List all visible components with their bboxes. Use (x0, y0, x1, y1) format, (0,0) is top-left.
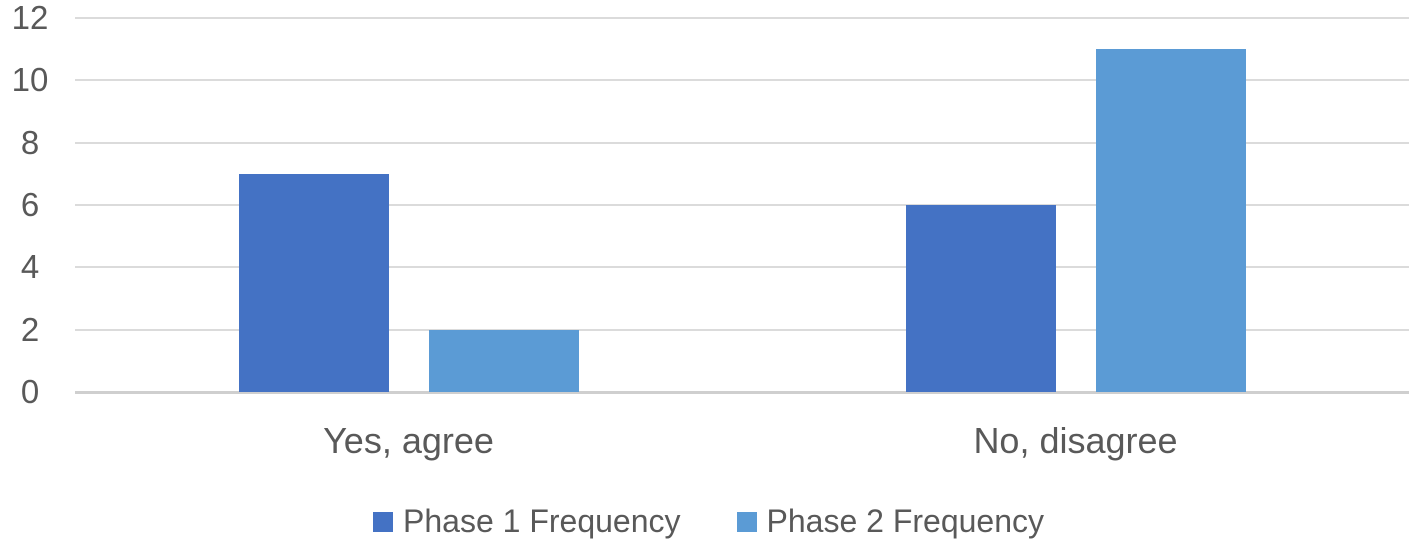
legend-swatch-phase2-icon (736, 511, 757, 532)
x-axis-category-labels: Yes, agree No, disagree (75, 420, 1409, 462)
gridline (75, 141, 1409, 144)
legend: Phase 1 Frequency Phase 2 Frequency (0, 503, 1417, 540)
bar-no-disagree-phase-1-frequency (905, 205, 1056, 392)
gridline (75, 328, 1409, 331)
legend-entry-phase1: Phase 1 Frequency (373, 503, 681, 540)
legend-label-phase1: Phase 1 Frequency (403, 503, 681, 539)
category-label-no-disagree: No, disagree (973, 420, 1178, 461)
legend-swatch-phase1-icon (373, 511, 393, 532)
bar-yes-agree-phase-1-frequency (238, 173, 389, 392)
bar-yes-agree-phase-2-frequency (428, 329, 579, 392)
x-axis-line (75, 391, 1409, 394)
y-tick-label: 12 (11, 0, 49, 36)
y-tick-label: 6 (20, 185, 40, 223)
y-tick-label: 2 (20, 310, 40, 348)
legend-label-phase2: Phase 2 Frequency (766, 503, 1045, 539)
gridline (75, 79, 1409, 82)
plot-area (75, 17, 1409, 394)
legend-entry-phase2: Phase 2 Frequency (736, 503, 1045, 540)
gridline (75, 204, 1409, 206)
gridline (75, 17, 1409, 19)
y-tick-label: 10 (11, 61, 49, 99)
y-tick-label: 4 (20, 248, 40, 286)
bar-no-disagree-phase-2-frequency (1095, 49, 1246, 392)
gridline (75, 266, 1409, 269)
y-axis: 12 10 8 6 4 2 0 (0, 1, 60, 409)
y-tick-label: 0 (20, 372, 40, 410)
y-tick-label: 8 (20, 123, 40, 161)
category-label-yes-agree: Yes, agree (323, 420, 494, 461)
